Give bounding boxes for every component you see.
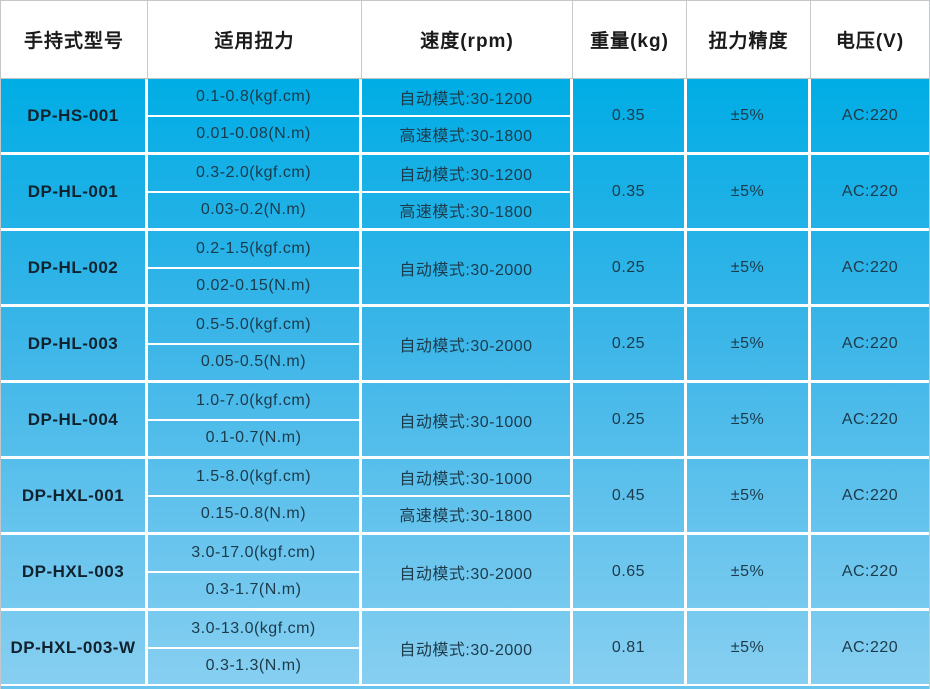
voltage-cell: AC:220 bbox=[841, 182, 899, 200]
torque-nm-value: 0.01-0.08(N.m) bbox=[148, 114, 359, 153]
header-cell-torque: 适用扭力 bbox=[148, 1, 362, 78]
voltage-cell: AC:220 bbox=[841, 562, 899, 580]
model-cell: DP-HL-004 bbox=[1, 383, 148, 456]
speed-cell: 自动模式:30-2000 bbox=[362, 611, 573, 684]
torque-nm-value: 0.03-0.2(N.m) bbox=[148, 190, 359, 229]
speed-cell: 自动模式:30-2000 bbox=[362, 231, 573, 304]
torque-cell: 3.0-13.0(kgf.cm) 0.3-1.3(N.m) bbox=[148, 611, 362, 684]
table-row: DP-HXL-001 1.5-8.0(kgf.cm) 0.15-0.8(N.m)… bbox=[1, 459, 929, 535]
torque-cell: 0.5-5.0(kgf.cm) 0.05-0.5(N.m) bbox=[148, 307, 362, 380]
speed-auto-value: 自动模式:30-1000 bbox=[399, 470, 533, 488]
weight-cell: 0.35 bbox=[573, 155, 687, 228]
torque-cell: 1.0-7.0(kgf.cm) 0.1-0.7(N.m) bbox=[148, 383, 362, 456]
weight-cell: 0.81 bbox=[573, 611, 687, 684]
model-cell: DP-HXL-003 bbox=[1, 535, 148, 608]
accuracy-cell: ±5% bbox=[687, 459, 811, 532]
voltage-cell: AC:220 bbox=[841, 334, 899, 352]
weight-cell: 0.65 bbox=[573, 535, 687, 608]
accuracy-cell: ±5% bbox=[687, 231, 811, 304]
accuracy-cell: ±5% bbox=[687, 383, 811, 456]
weight-cell: 0.25 bbox=[573, 231, 687, 304]
weight-cell: 0.45 bbox=[573, 459, 687, 532]
torque-nm-value: 0.05-0.5(N.m) bbox=[148, 342, 359, 381]
torque-cell: 1.5-8.0(kgf.cm) 0.15-0.8(N.m) bbox=[148, 459, 362, 532]
voltage-cell: AC:220 bbox=[841, 258, 899, 276]
torque-cell: 0.1-0.8(kgf.cm) 0.01-0.08(N.m) bbox=[148, 79, 362, 152]
torque-kgf-value: 0.3-2.0(kgf.cm) bbox=[195, 163, 312, 181]
table-row: DP-HL-002 0.2-1.5(kgf.cm) 0.02-0.15(N.m)… bbox=[1, 231, 929, 307]
header-cell-weight: 重量(kg) bbox=[573, 1, 687, 78]
weight-cell: 0.35 bbox=[573, 79, 687, 152]
table-row: DP-HL-003 0.5-5.0(kgf.cm) 0.05-0.5(N.m) … bbox=[1, 307, 929, 383]
speed-cell: 自动模式:30-1000 bbox=[362, 383, 573, 456]
torque-kgf-value: 3.0-13.0(kgf.cm) bbox=[191, 619, 316, 637]
torque-kgf-value: 0.1-0.8(kgf.cm) bbox=[195, 87, 312, 105]
model-cell: DP-HL-003 bbox=[1, 307, 148, 380]
table-row: DP-HL-001 0.3-2.0(kgf.cm) 0.03-0.2(N.m) … bbox=[1, 155, 929, 231]
accuracy-cell: ±5% bbox=[687, 307, 811, 380]
weight-cell: 0.25 bbox=[573, 383, 687, 456]
table-body: DP-HS-001 0.1-0.8(kgf.cm) 0.01-0.08(N.m)… bbox=[1, 79, 929, 684]
torque-kgf-value: 3.0-17.0(kgf.cm) bbox=[191, 543, 316, 561]
torque-kgf-value: 1.0-7.0(kgf.cm) bbox=[195, 391, 312, 409]
voltage-cell: AC:220 bbox=[841, 638, 899, 656]
speed-cell: 自动模式:30-1200 高速模式:30-1800 bbox=[362, 155, 573, 228]
torque-cell: 0.2-1.5(kgf.cm) 0.02-0.15(N.m) bbox=[148, 231, 362, 304]
torque-nm-value: 0.15-0.8(N.m) bbox=[148, 494, 359, 533]
model-cell: DP-HXL-003-W bbox=[1, 611, 148, 684]
accuracy-cell: ±5% bbox=[687, 79, 811, 152]
header-cell-speed: 速度(rpm) bbox=[362, 1, 573, 78]
speed-high-value: 高速模式:30-1800 bbox=[362, 494, 570, 533]
voltage-cell: AC:220 bbox=[841, 106, 899, 124]
header-cell-voltage: 电压(V) bbox=[835, 31, 905, 52]
torque-kgf-value: 0.2-1.5(kgf.cm) bbox=[195, 239, 312, 257]
accuracy-cell: ±5% bbox=[687, 535, 811, 608]
torque-nm-value: 0.3-1.7(N.m) bbox=[148, 570, 359, 609]
table-bottom-edge bbox=[1, 684, 929, 689]
accuracy-cell: ±5% bbox=[687, 155, 811, 228]
model-cell: DP-HS-001 bbox=[1, 79, 148, 152]
model-cell: DP-HL-001 bbox=[1, 155, 148, 228]
voltage-cell: AC:220 bbox=[841, 486, 899, 504]
torque-cell: 0.3-2.0(kgf.cm) 0.03-0.2(N.m) bbox=[148, 155, 362, 228]
table-row: DP-HS-001 0.1-0.8(kgf.cm) 0.01-0.08(N.m)… bbox=[1, 79, 929, 155]
model-cell: DP-HXL-001 bbox=[1, 459, 148, 532]
torque-kgf-value: 1.5-8.0(kgf.cm) bbox=[195, 467, 312, 485]
speed-auto-value: 自动模式:30-1200 bbox=[399, 90, 533, 108]
table-row: DP-HXL-003 3.0-17.0(kgf.cm) 0.3-1.7(N.m)… bbox=[1, 535, 929, 611]
voltage-cell: AC:220 bbox=[841, 410, 899, 428]
model-cell: DP-HL-002 bbox=[1, 231, 148, 304]
header-cell-model: 手持式型号 bbox=[1, 1, 148, 78]
torque-nm-value: 0.1-0.7(N.m) bbox=[148, 418, 359, 457]
speed-high-value: 高速模式:30-1800 bbox=[362, 190, 570, 229]
speed-auto-value: 自动模式:30-1200 bbox=[399, 166, 533, 184]
accuracy-cell: ±5% bbox=[687, 611, 811, 684]
speed-cell: 自动模式:30-1000 高速模式:30-1800 bbox=[362, 459, 573, 532]
header-cell-accuracy: 扭力精度 bbox=[687, 1, 811, 78]
speed-high-value: 高速模式:30-1800 bbox=[362, 114, 570, 153]
torque-nm-value: 0.02-0.15(N.m) bbox=[148, 266, 359, 305]
torque-nm-value: 0.3-1.3(N.m) bbox=[148, 646, 359, 685]
speed-cell: 自动模式:30-2000 bbox=[362, 307, 573, 380]
torque-cell: 3.0-17.0(kgf.cm) 0.3-1.7(N.m) bbox=[148, 535, 362, 608]
table-row: DP-HXL-003-W 3.0-13.0(kgf.cm) 0.3-1.3(N.… bbox=[1, 611, 929, 684]
table-row: DP-HL-004 1.0-7.0(kgf.cm) 0.1-0.7(N.m) 自… bbox=[1, 383, 929, 459]
speed-cell: 自动模式:30-1200 高速模式:30-1800 bbox=[362, 79, 573, 152]
weight-cell: 0.25 bbox=[573, 307, 687, 380]
speed-cell: 自动模式:30-2000 bbox=[362, 535, 573, 608]
table-header-row: 手持式型号 适用扭力 速度(rpm) 重量(kg) 扭力精度 电压(V) bbox=[1, 1, 929, 79]
torque-kgf-value: 0.5-5.0(kgf.cm) bbox=[195, 315, 312, 333]
